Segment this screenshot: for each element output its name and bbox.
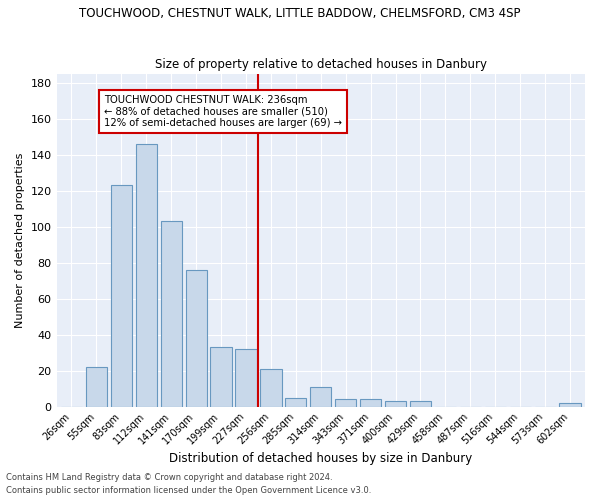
Bar (185, 270, 207, 406)
Bar (410, 401, 431, 406)
Bar (360, 400, 381, 406)
Text: TOUCHWOOD CHESTNUT WALK: 236sqm
← 88% of detached houses are smaller (510)
12% o: TOUCHWOOD CHESTNUT WALK: 236sqm ← 88% of… (104, 95, 342, 128)
Bar (310, 387, 331, 406)
Text: Contains HM Land Registry data © Crown copyright and database right 2024.
Contai: Contains HM Land Registry data © Crown c… (6, 474, 371, 495)
Bar (136, 144, 157, 406)
X-axis label: Distribution of detached houses by size in Danbury: Distribution of detached houses by size … (169, 452, 472, 465)
Bar (211, 347, 232, 406)
Bar (161, 221, 182, 406)
Bar (260, 369, 281, 406)
Bar (111, 185, 132, 406)
Title: Size of property relative to detached houses in Danbury: Size of property relative to detached ho… (155, 58, 487, 71)
Bar (335, 400, 356, 406)
Bar (385, 401, 406, 406)
Bar (86, 367, 107, 406)
Bar (559, 403, 581, 406)
Y-axis label: Number of detached properties: Number of detached properties (15, 152, 25, 328)
Bar (235, 349, 257, 406)
Bar (285, 398, 307, 406)
Text: TOUCHWOOD, CHESTNUT WALK, LITTLE BADDOW, CHELMSFORD, CM3 4SP: TOUCHWOOD, CHESTNUT WALK, LITTLE BADDOW,… (79, 8, 521, 20)
